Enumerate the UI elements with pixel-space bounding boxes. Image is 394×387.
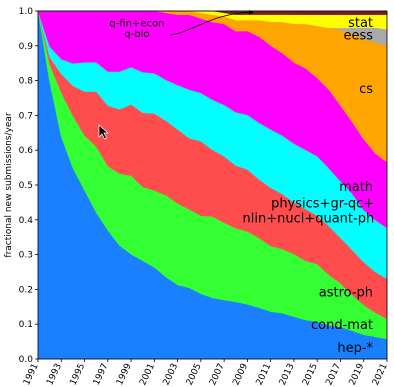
- x-tick-label: 2003: [162, 362, 181, 387]
- y-tick-label: 0.9: [19, 42, 34, 52]
- x-tick-label: 2009: [231, 362, 250, 387]
- y-axis-title: fractional new submissions/year: [4, 112, 14, 257]
- x-tick-label: 2007: [208, 362, 227, 387]
- x-tick-label: 1991: [22, 362, 41, 387]
- label-astro-ph: astro-ph: [319, 285, 373, 300]
- x-tick-label: 1999: [115, 362, 134, 387]
- y-tick-label: 0.7: [19, 111, 33, 121]
- y-tick-label: 1.0: [19, 7, 34, 17]
- annotation-q-bio: q-bio: [124, 29, 149, 40]
- x-tick-label: 1995: [69, 362, 88, 387]
- x-tick-label: 1993: [45, 362, 64, 387]
- x-tick-label: 2005: [185, 362, 204, 387]
- x-tick-label: 2015: [301, 362, 320, 387]
- x-tick-label: 2013: [278, 362, 297, 387]
- label-physics-gr-qc-nlin-nucl-quant-ph: physics+gr-qc+ nlin+nucl+quant-ph: [243, 197, 375, 227]
- label-hep: hep-*: [337, 341, 373, 356]
- y-tick-label: 0.2: [19, 285, 33, 295]
- y-tick-label: 0.8: [19, 77, 34, 87]
- y-tick-label: 0.4: [19, 216, 34, 226]
- annotation-arrow: [169, 9, 254, 36]
- label-cs: cs: [359, 82, 373, 97]
- x-tick-label: 2001: [138, 362, 157, 387]
- x-tick-label: 2021: [371, 362, 390, 387]
- x-tick-label: 1997: [92, 362, 111, 387]
- y-tick-label: 0.3: [19, 251, 33, 261]
- area-labels: hep-* cond-mat astro-ph physics+gr-qc+ nlin+…: [243, 16, 375, 356]
- x-axis: 1991 1993 1995 1997 1999 2001 2003 2005 2007 2009…: [22, 359, 390, 387]
- annotation-q-fin-econ: q-fin+econ: [109, 19, 164, 30]
- mouse-cursor-icon: [98, 124, 109, 140]
- y-tick-label: 0.0: [19, 355, 34, 365]
- label-eess: eess: [343, 28, 373, 43]
- label-stat: stat: [348, 16, 373, 31]
- y-tick-label: 0.1: [19, 320, 33, 330]
- y-tick-label: 0.5: [19, 181, 33, 191]
- label-math: math: [339, 180, 373, 195]
- cursor-arrow-icon: [98, 124, 109, 140]
- y-tick-label: 0.6: [19, 146, 34, 156]
- area-series-group: [37, 10, 388, 360]
- y-axis: 0.0 0.1 0.2 0.3 0.4 0.5 0.6 0.7 0.8 0.9 1.0: [19, 7, 38, 365]
- x-tick-label: 2019: [348, 362, 367, 387]
- x-tick-label: 2011: [255, 362, 274, 387]
- label-cond-mat: cond-mat: [311, 318, 373, 333]
- x-tick-label: 2017: [324, 362, 343, 387]
